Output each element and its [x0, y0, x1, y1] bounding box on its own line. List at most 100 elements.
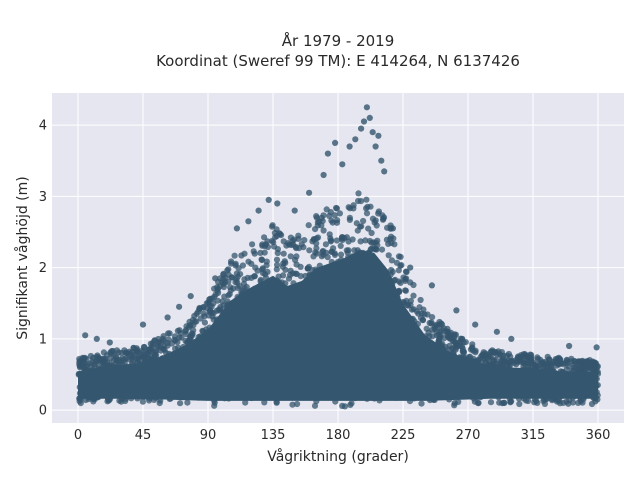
scatter-point — [248, 260, 255, 267]
scatter-point — [185, 324, 192, 331]
scatter-point — [410, 292, 417, 299]
scatter-point — [249, 241, 256, 248]
scatter-point — [207, 295, 214, 302]
scatter-point — [563, 398, 570, 405]
scatter-point — [566, 342, 573, 350]
scatter-point — [395, 253, 403, 260]
scatter-point — [273, 256, 281, 263]
scatter-point — [491, 349, 498, 356]
scatter-point — [174, 339, 181, 346]
scatter-point — [499, 400, 506, 407]
scatter-point — [259, 266, 266, 273]
scatter-point — [341, 403, 348, 410]
scatter-point — [201, 319, 208, 326]
scatter-point — [487, 399, 495, 406]
scatter-point — [113, 347, 120, 354]
scatter-point — [428, 282, 435, 289]
scatter-point — [285, 275, 293, 282]
scatter-point — [265, 196, 272, 203]
scatter-point — [561, 360, 568, 367]
y-tick-label: 1 — [39, 332, 47, 347]
scatter-point — [320, 227, 327, 234]
scatter-point — [417, 296, 424, 304]
scatter-point — [93, 335, 100, 342]
scatter-point — [251, 250, 258, 257]
scatter-point — [236, 283, 243, 290]
scatter-point — [269, 223, 276, 230]
scatter-point — [187, 293, 194, 300]
scatter-point — [575, 365, 582, 373]
scatter-point — [263, 258, 270, 265]
scatter-point — [350, 202, 357, 209]
scatter-point — [352, 136, 359, 143]
scatter-point — [233, 225, 240, 232]
y-axis-label: Signifikant våghöjd (m) — [14, 176, 31, 339]
scatter-point — [269, 237, 276, 244]
scatter-point — [176, 303, 183, 310]
scatter-point — [389, 225, 396, 232]
scatter-point — [527, 360, 535, 367]
scatter-point — [339, 161, 346, 168]
scatter-point — [212, 275, 219, 282]
scatter-point — [397, 279, 404, 286]
scatter-point — [273, 399, 280, 406]
scatter-point — [402, 268, 410, 275]
scatter-point — [589, 366, 596, 373]
scatter-point — [346, 143, 353, 150]
scatter-point — [331, 212, 338, 219]
scatter-point — [337, 242, 344, 249]
scatter-point — [379, 212, 386, 219]
scatter-point — [453, 307, 460, 314]
scatter-point — [227, 287, 234, 294]
scatter-point — [178, 334, 185, 341]
scatter-point — [540, 359, 547, 366]
scatter-point — [326, 212, 333, 219]
scatter-point — [402, 287, 409, 294]
scatter-point — [232, 260, 239, 267]
scatter-point — [320, 251, 327, 258]
scatter-point — [428, 319, 435, 326]
scatter-point — [535, 362, 542, 370]
scatter-point — [280, 250, 287, 257]
scatter-point — [372, 143, 379, 150]
scatter-point — [191, 318, 198, 325]
scatter-point — [296, 245, 303, 252]
scatter-point — [459, 335, 466, 342]
scatter-point — [368, 229, 375, 237]
scatter-point — [475, 400, 482, 407]
y-axis-ticks: 0 1 2 3 4 — [39, 119, 47, 419]
scatter-point — [588, 400, 596, 408]
scatter-point — [314, 234, 322, 241]
scatter-point — [369, 129, 376, 136]
scatter-point — [416, 304, 423, 311]
scatter-point — [152, 352, 159, 359]
scatter-point — [388, 257, 395, 264]
scatter-point — [225, 271, 232, 278]
scatter-point — [493, 328, 500, 335]
scatter-point — [274, 249, 281, 257]
scatter-point — [546, 356, 553, 363]
scatter-point — [291, 236, 298, 243]
scatter-point — [425, 329, 432, 336]
scatter-point — [331, 251, 339, 258]
scatter-points — [75, 104, 602, 410]
scatter-point — [500, 352, 507, 359]
scatter-point — [76, 398, 83, 405]
scatter-point — [366, 114, 373, 121]
scatter-point — [351, 247, 358, 254]
scatter-point — [297, 263, 304, 270]
scatter-point — [254, 267, 261, 274]
scatter-point — [513, 356, 520, 364]
scatter-point — [160, 333, 167, 340]
scatter-point — [459, 345, 466, 352]
scatter-point — [571, 358, 578, 365]
scatter-point — [287, 253, 294, 260]
scatter-point — [136, 351, 144, 359]
x-tick-label: 135 — [261, 428, 286, 443]
scatter-point — [294, 400, 301, 408]
scatter-point — [367, 246, 374, 253]
scatter-point — [100, 361, 107, 368]
scatter-point — [309, 238, 316, 245]
scatter-point — [286, 241, 293, 248]
scatter-point — [261, 249, 268, 256]
